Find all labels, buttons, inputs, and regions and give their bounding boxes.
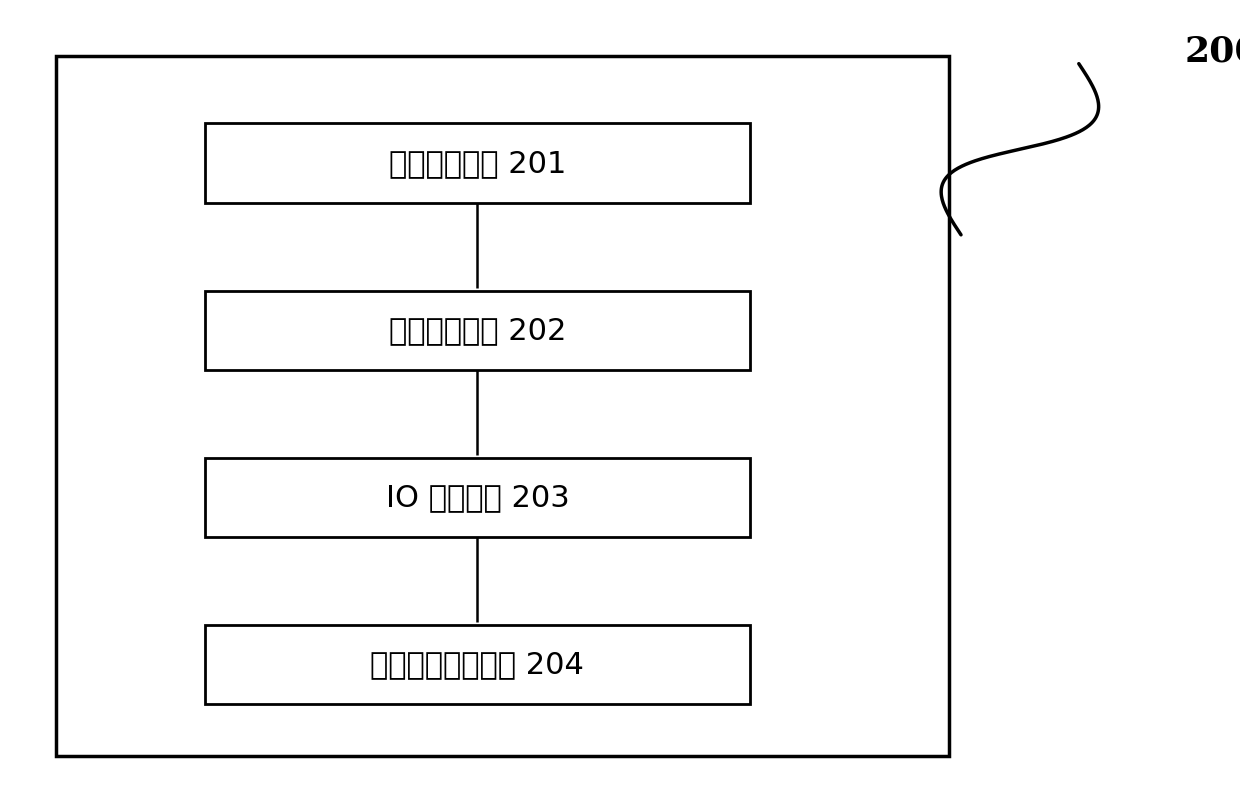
Text: 参数设置模块 202: 参数设置模块 202 <box>388 316 567 345</box>
Bar <box>205 123 750 203</box>
Text: IO 测试模块 203: IO 测试模块 203 <box>386 483 569 512</box>
Text: 路径设置模块 201: 路径设置模块 201 <box>388 149 567 178</box>
Text: 存储性能测试模块 204: 存储性能测试模块 204 <box>371 650 584 679</box>
Bar <box>205 458 750 537</box>
Text: 200: 200 <box>1184 35 1240 68</box>
Bar <box>205 291 750 370</box>
Bar <box>56 56 949 756</box>
Bar <box>205 625 750 704</box>
